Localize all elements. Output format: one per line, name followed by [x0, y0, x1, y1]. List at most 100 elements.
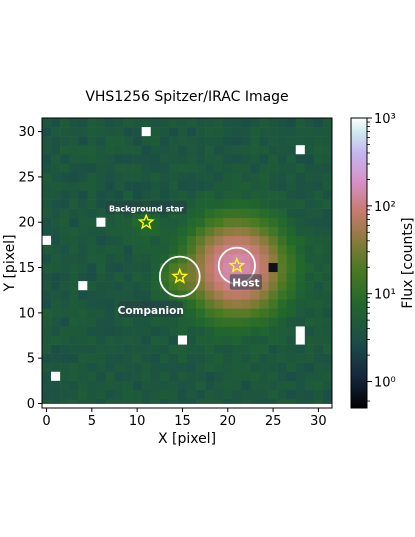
heatmap-cell [250, 398, 260, 408]
heatmap-cell [259, 263, 269, 273]
heatmap-cell [286, 136, 297, 146]
heatmap-cell [105, 253, 115, 264]
heatmap-cell [241, 362, 251, 373]
heatmap-cell [60, 371, 70, 382]
heatmap-cell [196, 308, 206, 318]
heatmap-cell [241, 235, 251, 246]
heatmap-cell [268, 290, 278, 300]
heatmap-cell [114, 235, 124, 246]
heatmap-cell [322, 389, 332, 400]
heatmap-cell [69, 154, 79, 164]
heatmap-cell [322, 371, 332, 382]
heatmap-cell [114, 398, 124, 408]
heatmap-cell [304, 281, 315, 291]
heatmap-cell [259, 272, 269, 282]
heatmap-cell [259, 389, 269, 400]
heatmap-cell [78, 290, 88, 300]
heatmap-cell [78, 335, 88, 345]
heatmap-cell [250, 362, 260, 373]
heatmap-cell [78, 253, 88, 264]
heatmap-cell [187, 299, 197, 309]
heatmap-cell [132, 272, 142, 282]
heatmap-cell [196, 217, 206, 228]
heatmap-cell [69, 190, 79, 200]
heatmap-cell [313, 172, 324, 182]
heatmap-cell [223, 299, 233, 309]
heatmap-cell [241, 136, 251, 146]
heatmap-cell [259, 217, 269, 228]
heatmap-cell [241, 299, 251, 309]
heatmap-cell [42, 326, 52, 336]
heatmap-cell [187, 208, 197, 218]
heatmap-cell [177, 281, 188, 291]
heatmap-cell [250, 326, 260, 336]
heatmap-cell [150, 362, 161, 373]
heatmap-cell [322, 362, 332, 373]
heatmap-cell [277, 344, 287, 354]
heatmap-cell [241, 181, 251, 191]
heatmap-cell [322, 172, 332, 182]
heatmap-cell [223, 353, 233, 363]
heatmap-cell [295, 244, 306, 255]
heatmap-cell [205, 145, 215, 155]
heatmap-cell [114, 181, 124, 191]
heatmap-cell [241, 335, 251, 345]
heatmap-cell [42, 154, 52, 164]
heatmap-cell [69, 244, 79, 255]
heatmap-cell [168, 317, 179, 327]
heatmap-cell [105, 335, 115, 345]
heatmap-cell [87, 244, 97, 255]
heatmap-cell [277, 226, 287, 237]
heatmap-cell [123, 326, 133, 336]
heatmap-cell [168, 253, 179, 264]
heatmap-cell [322, 154, 332, 164]
heatmap-cell [205, 353, 215, 363]
heatmap-cell [232, 199, 242, 209]
heatmap-cell [78, 362, 88, 373]
heatmap-cell [295, 226, 306, 237]
heatmap-cell [322, 181, 332, 191]
heatmap-cell [214, 326, 224, 336]
heatmap-cell [123, 217, 133, 228]
heatmap-cell [304, 326, 315, 336]
heatmap-cell [60, 317, 70, 327]
heatmap-cell [250, 190, 260, 200]
heatmap-cell [277, 389, 287, 400]
heatmap-cell [232, 118, 242, 128]
heatmap-cell [177, 136, 188, 146]
heatmap-cell [96, 118, 106, 128]
heatmap-cell [177, 353, 188, 363]
heatmap-cell [322, 344, 332, 354]
heatmap-cell [141, 362, 152, 373]
heatmap-cell [159, 172, 170, 182]
heatmap-cell [304, 199, 315, 209]
heatmap-cell [168, 118, 179, 128]
heatmap-cell [259, 136, 269, 146]
heatmap-cell [259, 398, 269, 408]
heatmap-cell [42, 172, 52, 182]
heatmap-cell [205, 272, 215, 282]
heatmap-cell [123, 353, 133, 363]
heatmap-cell [69, 353, 79, 363]
heatmap-cell [241, 127, 251, 137]
heatmap-cell [132, 244, 142, 255]
heatmap-cell [259, 326, 269, 336]
bad-pixel [42, 235, 52, 245]
heatmap-cell [105, 380, 115, 391]
heatmap-cell [87, 326, 97, 336]
heatmap-cell [322, 353, 332, 363]
heatmap-cell [259, 308, 269, 318]
heatmap-cell [313, 136, 324, 146]
heatmap-cell [214, 290, 224, 300]
heatmap-cell [277, 145, 287, 155]
heatmap-cell [286, 389, 297, 400]
heatmap-cell [304, 272, 315, 282]
heatmap-cell [304, 118, 315, 128]
heatmap-cell [196, 190, 206, 200]
heatmap-cell [223, 272, 233, 282]
heatmap-cell [259, 127, 269, 137]
y-tick-label: 30 [18, 125, 35, 140]
heatmap-cell [114, 244, 124, 255]
heatmap-cell [141, 389, 152, 400]
heatmap-cell [69, 181, 79, 191]
